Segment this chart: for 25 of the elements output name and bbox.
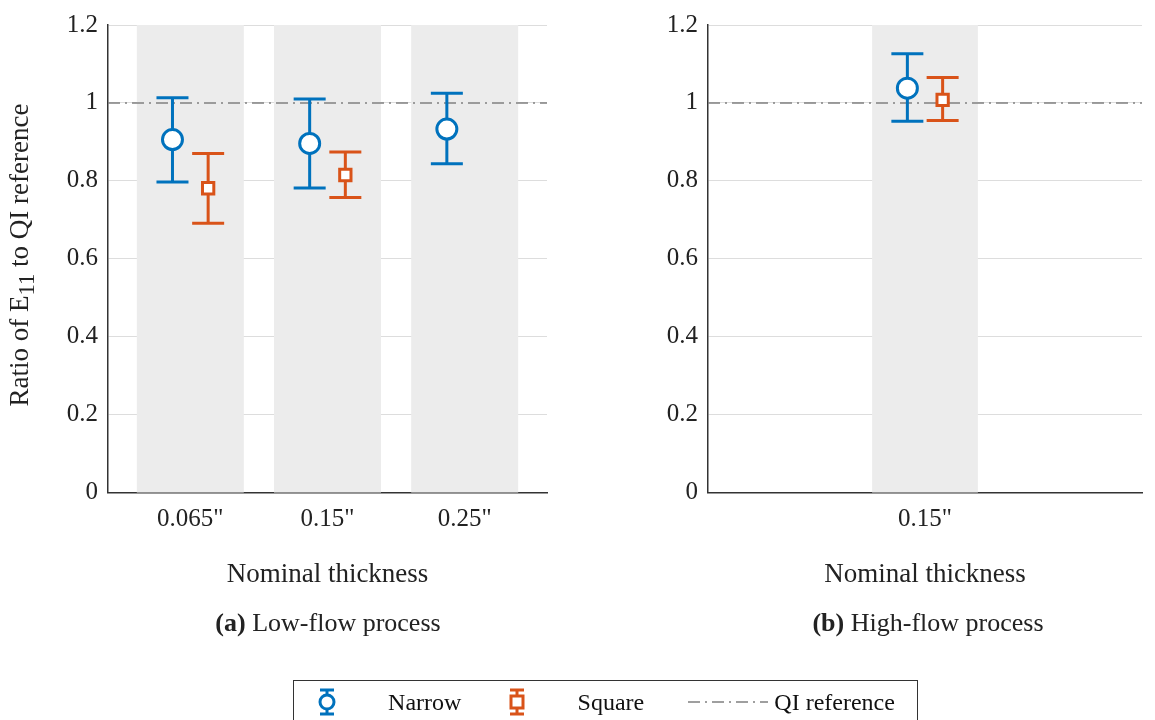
y-tick-label: 0.4 [66,321,99,349]
x-tick-label: 0.25" [437,504,492,532]
y-tick-label: 0 [685,477,698,505]
x-tick-label: 0.15" [898,504,952,532]
y-tick-label: 0.6 [666,243,698,271]
y-tick-label: 0.2 [666,399,698,427]
y-tick-label: 0.8 [66,165,98,193]
y-tick-label: 1 [685,87,698,115]
legend-label: Narrow [388,688,462,716]
y-tick-label: 0.6 [66,243,98,271]
y-tick-label: 0.8 [666,165,698,193]
x-axis-title: Nominal thickness [824,557,1026,588]
text: (a) Low-flow process [214,608,442,638]
legend-label: Square [577,688,645,716]
x-tick-label: 0.15" [300,504,355,532]
y-tick-label: 0.2 [66,399,98,427]
text: (b) High-flow process [811,608,1045,638]
y-tick-label: 1 [85,87,98,115]
x-tick-label: 0.065" [157,504,224,532]
y-tick-label: 1.2 [66,9,98,37]
y-tick-label: 0 [85,477,98,505]
legend-label: QI reference [774,688,895,716]
y-tick-label: 1.2 [666,9,698,37]
x-axis-title: Nominal thickness [226,557,429,588]
y-tick-label: 0.4 [666,321,699,349]
